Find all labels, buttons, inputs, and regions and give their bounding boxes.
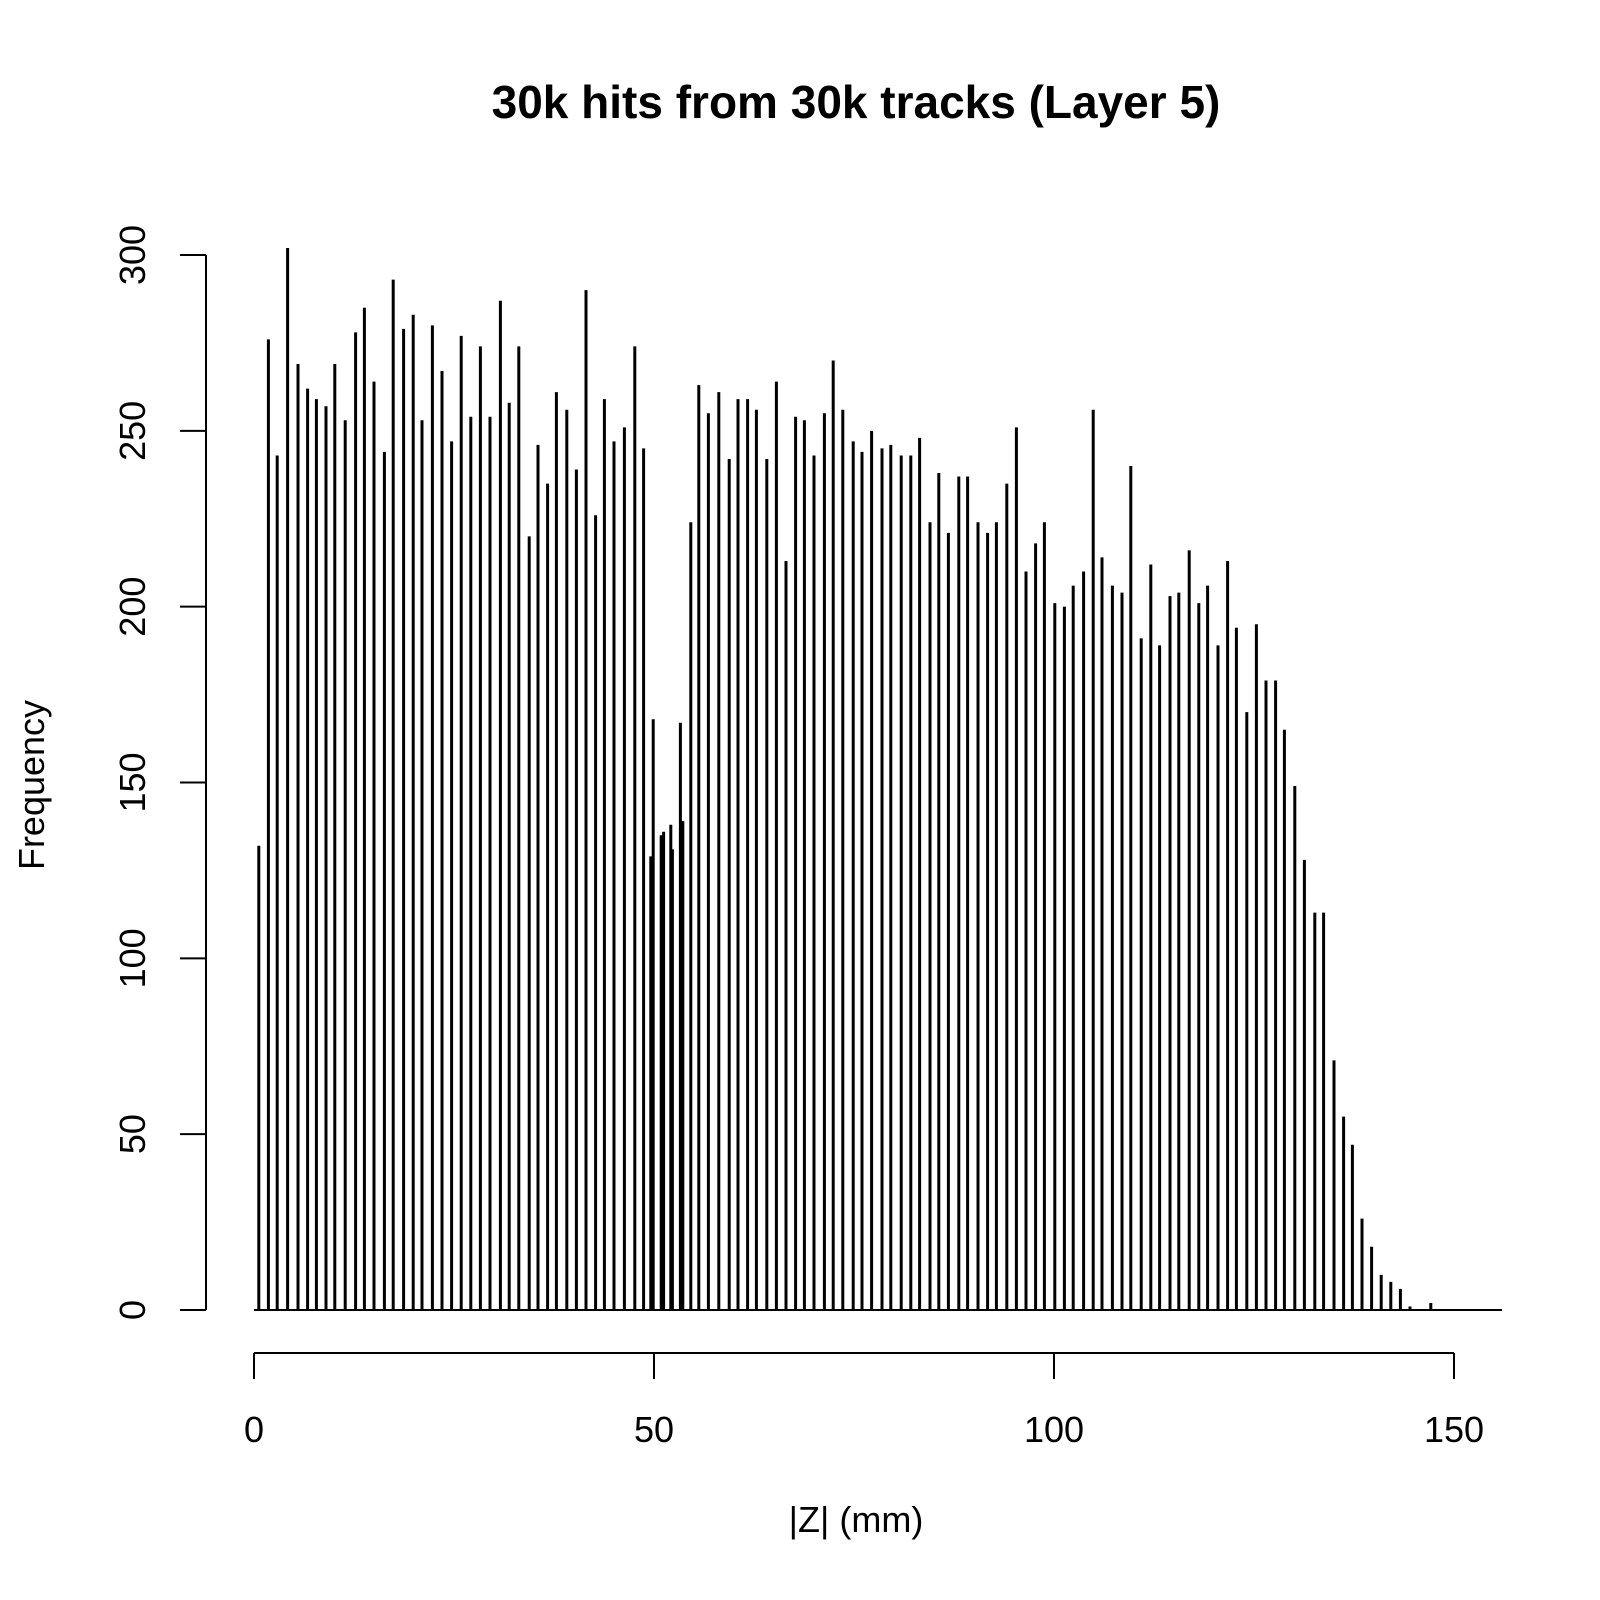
y-tick-label: 0 (112, 1300, 153, 1320)
y-tick-label: 150 (112, 752, 153, 812)
y-tick-label: 50 (112, 1114, 153, 1154)
x-tick-label: 100 (1024, 1409, 1084, 1450)
x-tick-label: 150 (1424, 1409, 1484, 1450)
y-axis-label: Frequency (11, 700, 52, 870)
x-tick-label: 50 (634, 1409, 674, 1450)
y-tick-label: 250 (112, 401, 153, 461)
y-tick-label: 100 (112, 928, 153, 988)
y-tick-label: 200 (112, 577, 153, 637)
chart-title: 30k hits from 30k tracks (Layer 5) (492, 76, 1221, 128)
x-tick-label: 0 (244, 1409, 264, 1450)
x-axis-label: |Z| (mm) (789, 1499, 924, 1540)
y-tick-label: 300 (112, 225, 153, 285)
